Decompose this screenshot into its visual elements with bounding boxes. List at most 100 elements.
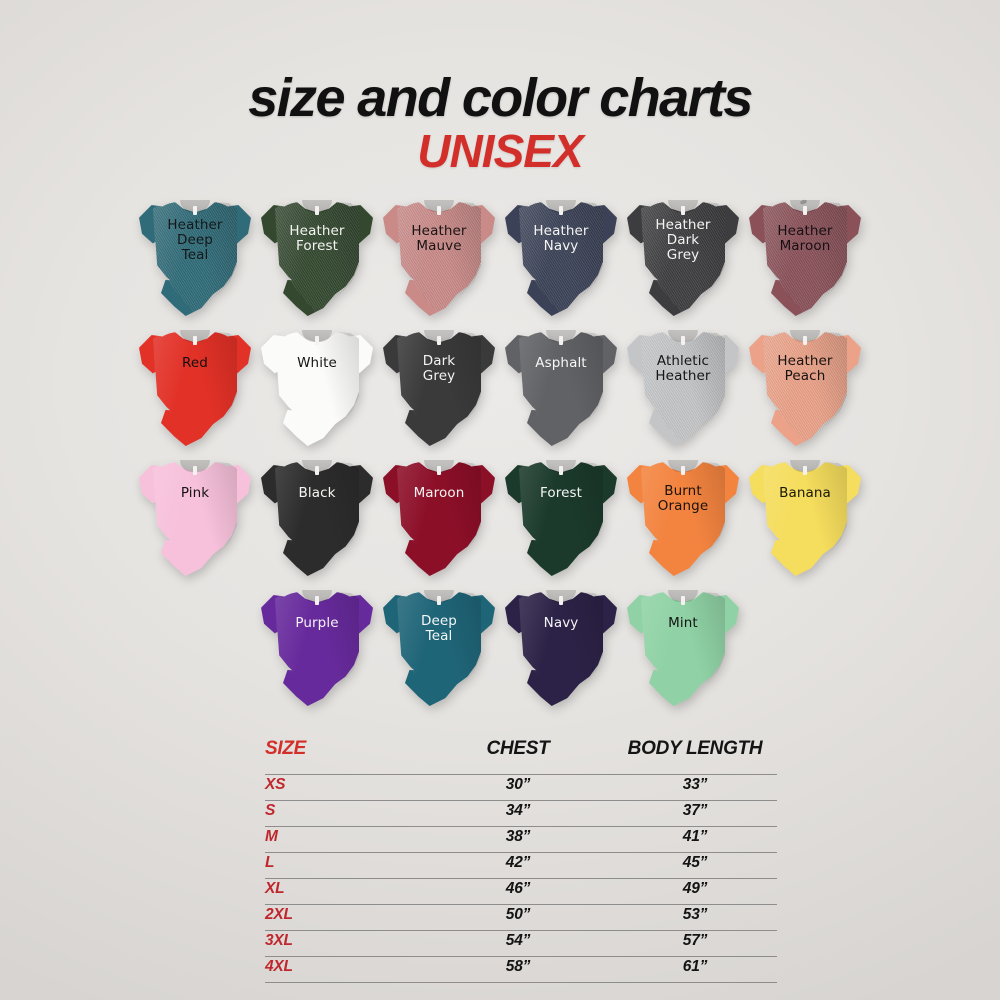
tshirt-tag-part [559,336,563,345]
color-name-label: Banana [779,485,831,501]
table-row: L 42” 45” [265,852,777,878]
tshirt-tag-part [315,206,319,215]
color-swatch-asphalt[interactable]: Asphalt [500,326,622,454]
chest-cell: 50” [505,906,531,923]
body-length-cell: 49” [682,880,708,897]
tshirt-icon: Athletic Heather [627,326,739,450]
color-swatch-deep-teal[interactable]: Deep Teal [378,586,500,714]
tshirt-icon: Heather Dark Grey [627,196,739,320]
color-swatch-banana[interactable]: Banana [744,456,866,584]
color-swatch-heather-dark-grey[interactable]: Heather Dark Grey [622,196,744,324]
color-swatch-row: Heather Deep Teal Heather Forest Heather M… [0,196,1000,326]
tshirt-tag-part [681,336,685,345]
color-swatch-maroon[interactable]: Maroon [378,456,500,584]
chest-cell: 42” [505,854,531,871]
size-chart-table: SIZE CHEST BODY LENGTH XS 30” 33” S 34” 37” M 3… [265,738,777,983]
tshirt-tag-part [803,336,807,345]
color-swatch-forest[interactable]: Forest [500,456,622,584]
color-name-label: Black [298,485,336,501]
tshirt-icon: Heather Forest [261,196,373,320]
tshirt-tag-part [437,206,441,215]
color-swatch-heather-maroon[interactable]: Heather Maroon [744,196,866,324]
color-name-label: Heather Maroon [777,223,833,255]
size-cell: M [265,828,278,845]
color-name-label: Heather Dark Grey [655,217,711,264]
size-cell: L [265,854,275,871]
color-name-label: White [297,355,337,371]
page-subtitle: UNISEX [417,124,583,177]
tshirt-tag-part [437,466,441,475]
color-name-label: Athletic Heather [655,353,711,385]
tshirt-tag-part [315,596,319,605]
table-header-row: SIZE CHEST BODY LENGTH [265,738,777,774]
body-length-cell: 57” [682,932,708,949]
chest-cell: 54” [505,932,531,949]
tshirt-tag-part [681,596,685,605]
chest-cell: 30” [505,776,531,793]
tshirt-tag-part [315,466,319,475]
tshirt-icon: Deep Teal [383,586,495,710]
color-swatch-black[interactable]: Black [256,456,378,584]
table-row: S 34” 37” [265,800,777,826]
table-row: XS 30” 33” [265,774,777,800]
color-swatch-red[interactable]: Red [134,326,256,454]
color-swatch-pink[interactable]: Pink [134,456,256,584]
tshirt-icon: Heather Navy [505,196,617,320]
color-name-label: Purple [295,615,339,631]
color-name-label: Forest [539,485,583,501]
column-header-size: SIZE [265,738,307,759]
color-swatch-row: Purple Deep Teal Navy Mint [0,586,1000,706]
table-row: 3XL 54” 57” [265,930,777,956]
color-swatch-heather-navy[interactable]: Heather Navy [500,196,622,324]
page-header: size and color charts UNISEX [0,0,1000,177]
tshirt-tag-part [193,336,197,345]
color-name-label: Mint [668,615,698,631]
tshirt-icon: Heather Deep Teal [139,196,251,320]
table-row: 2XL 50” 53” [265,904,777,930]
size-cell: XL [265,880,285,897]
color-swatch-athletic-heather[interactable]: Athletic Heather [622,326,744,454]
column-header-body-length: BODY LENGTH [627,738,763,759]
color-swatch-heather-deep-teal[interactable]: Heather Deep Teal [134,196,256,324]
tshirt-tag-part [437,596,441,605]
tshirt-icon: Pink [139,456,251,580]
color-swatch-heather-mauve[interactable]: Heather Mauve [378,196,500,324]
tshirt-icon: Forest [505,456,617,580]
tshirt-icon: Maroon [383,456,495,580]
color-name-label: Red [182,355,208,371]
color-swatch-dark-grey[interactable]: Dark Grey [378,326,500,454]
tshirt-tag-part [803,206,807,215]
chest-cell: 46” [505,880,531,897]
tshirt-icon: Heather Maroon [749,196,861,320]
color-swatch-white[interactable]: White [256,326,378,454]
color-swatch-heather-peach[interactable]: Heather Peach [744,326,866,454]
chest-cell: 38” [505,828,531,845]
tshirt-icon: Black [261,456,373,580]
size-cell: S [265,802,276,819]
tshirt-icon: Red [139,326,251,450]
color-swatch-row: Red White Dark Grey Asphalt Athletic Heather… [0,326,1000,456]
color-swatch-mint[interactable]: Mint [622,586,744,714]
tshirt-icon: Heather Mauve [383,196,495,320]
table-row: M 38” 41” [265,826,777,852]
tshirt-tag-part [315,336,319,345]
tshirt-icon: Burnt Orange [627,456,739,580]
body-length-cell: 33” [682,776,708,793]
body-length-cell: 41” [682,828,708,845]
color-name-label: Deep Teal [421,613,457,645]
size-cell: XS [265,776,286,793]
color-swatch-heather-forest[interactable]: Heather Forest [256,196,378,324]
body-length-cell: 37” [682,802,708,819]
tshirt-tag-part [559,596,563,605]
color-swatch-navy[interactable]: Navy [500,586,622,714]
body-length-cell: 45” [682,854,708,871]
color-name-label: Dark Grey [422,353,456,385]
color-swatch-burnt-orange[interactable]: Burnt Orange [622,456,744,584]
color-swatch-purple[interactable]: Purple [256,586,378,714]
tshirt-tag-part [559,466,563,475]
tshirt-icon: Heather Peach [749,326,861,450]
tshirt-icon: Purple [261,586,373,710]
color-swatch-grid: Heather Deep Teal Heather Forest Heather M… [0,196,1000,706]
tshirt-icon: Banana [749,456,861,580]
table-row: XL 46” 49” [265,878,777,904]
